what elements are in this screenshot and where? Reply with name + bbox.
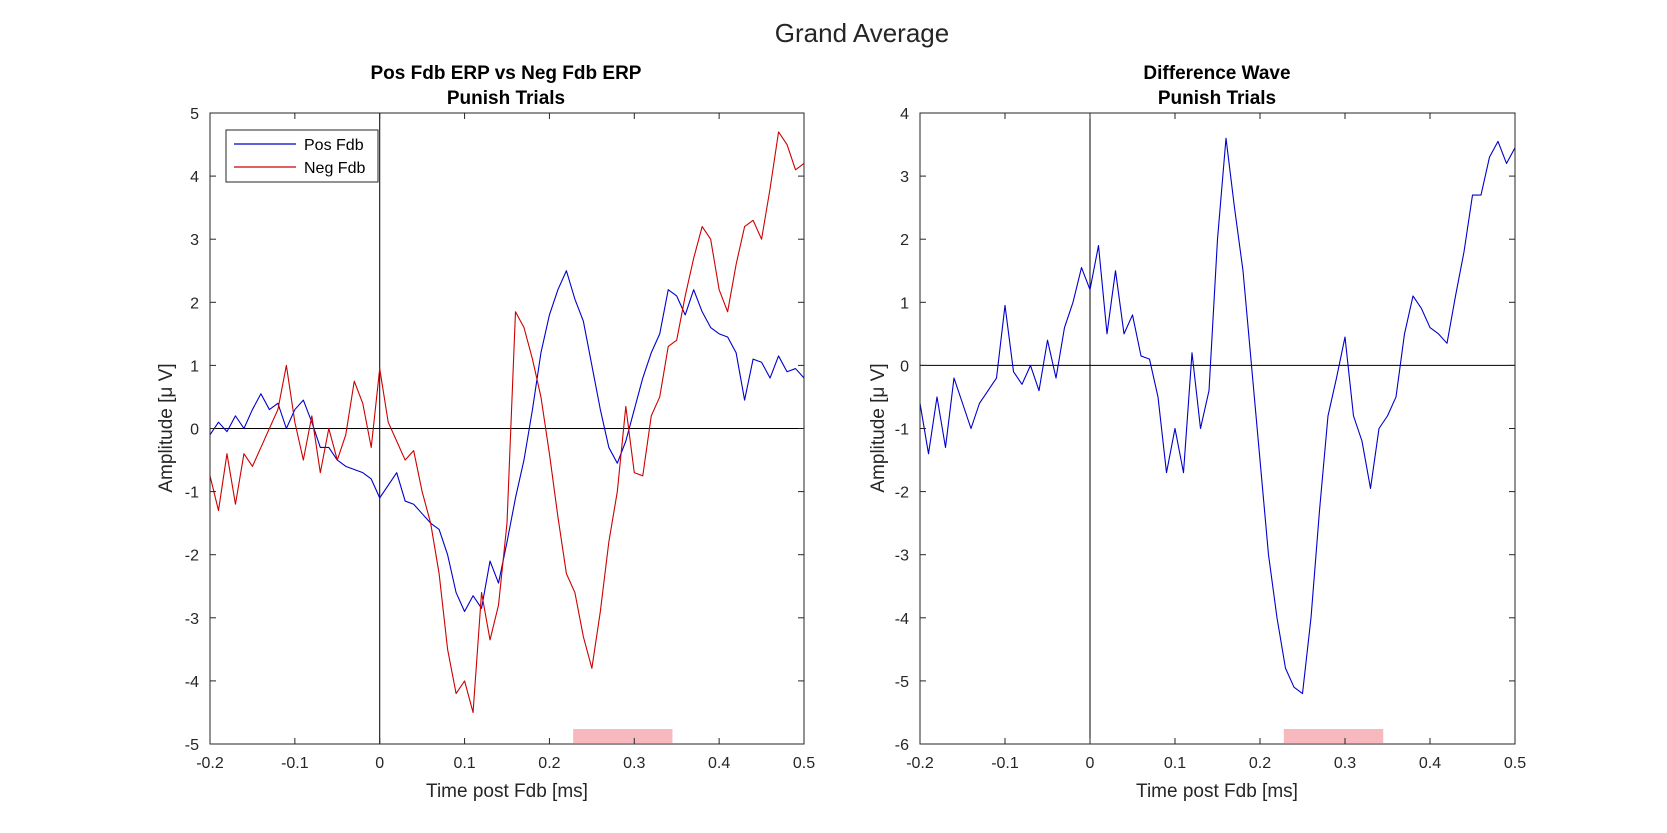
x-tick-label: -0.1 — [281, 755, 309, 772]
ticks: -0.2 -0.1 0 0.1 0.2 0.3 0.4 0.5 -6 -5 -4 -3 -2 -1 0 1 2 3… — [895, 106, 1526, 772]
y-tick-label: -5 — [185, 737, 199, 754]
x-tick-label: 0.3 — [1334, 755, 1356, 772]
y-tick-label: -4 — [185, 674, 199, 691]
y-tick-label: 2 — [900, 232, 909, 249]
x-tick-label: 0.1 — [1164, 755, 1186, 772]
legend-entry-neg-fdb: Neg Fdb — [304, 160, 365, 177]
y-tick-label: 4 — [900, 106, 909, 123]
y-tick-label: -1 — [895, 422, 909, 439]
axes-difference-wave: Difference Wave Punish Trials -0.2 -0.1 0 0… — [868, 63, 1526, 802]
x-tick-label: 0.3 — [623, 755, 645, 772]
x-tick-label: 0 — [1086, 755, 1095, 772]
axes-title: Pos Fdb ERP vs Neg Fdb ERP — [371, 63, 642, 84]
y-tick-label: 5 — [190, 106, 199, 123]
y-tick-label: 0 — [900, 358, 909, 375]
y-axis-label: Amplitude [μ V] — [868, 363, 889, 492]
y-tick-label: 2 — [190, 295, 199, 312]
legend-entry-pos-fdb: Pos Fdb — [304, 137, 364, 154]
y-tick-label: 0 — [190, 422, 199, 439]
x-tick-label: -0.1 — [991, 755, 1019, 772]
series-line-neg-fdb — [209, 131, 805, 713]
x-tick-label: 0.1 — [453, 755, 475, 772]
significance-window — [573, 729, 673, 743]
y-tick-label: 3 — [190, 232, 199, 249]
y-tick-label: 3 — [900, 169, 909, 186]
y-tick-label: -5 — [895, 674, 909, 691]
axes-subtitle: Punish Trials — [1158, 88, 1276, 109]
series-line-pos-fdb — [209, 270, 805, 613]
y-tick-label: -2 — [185, 548, 199, 565]
y-tick-label: 1 — [900, 295, 909, 312]
significance-window — [1283, 729, 1384, 743]
y-tick-label: -4 — [895, 611, 909, 628]
axes-subtitle: Punish Trials — [447, 88, 565, 109]
legend: Pos Fdb Neg Fdb — [225, 129, 379, 183]
y-tick-label: -6 — [895, 737, 909, 754]
y-tick-label: -3 — [185, 611, 199, 628]
figure-title: Grand Average — [775, 18, 949, 48]
x-tick-label: 0.5 — [793, 755, 815, 772]
legend-box — [225, 129, 379, 183]
y-tick-label: -1 — [185, 485, 199, 502]
y-tick-label: -2 — [895, 485, 909, 502]
y-tick-label: 4 — [190, 169, 199, 186]
x-tick-label: -0.2 — [906, 755, 934, 772]
y-axis-label: Amplitude [μ V] — [156, 363, 177, 492]
ticks: -0.2 -0.1 0 0.1 0.2 0.3 0.4 0.5 -5 -4 -3 -2 -1 0 1 2 3 4 5 — [185, 106, 815, 772]
x-tick-label: 0.4 — [1419, 755, 1441, 772]
x-tick-label: 0.2 — [1249, 755, 1271, 772]
x-tick-label: 0.4 — [708, 755, 730, 772]
axes-frame — [919, 112, 1516, 745]
axes-erp-comparison: Pos Fdb ERP vs Neg Fdb ERP Punish Trials… — [156, 63, 815, 802]
plot-area — [209, 113, 805, 744]
x-axis-label: Time post Fdb [ms] — [426, 781, 588, 802]
y-tick-label: -3 — [895, 548, 909, 565]
x-tick-label: 0 — [375, 755, 384, 772]
plot-area — [919, 113, 1516, 744]
x-axis-label: Time post Fdb [ms] — [1136, 781, 1298, 802]
x-tick-label: -0.2 — [196, 755, 224, 772]
x-tick-label: 0.5 — [1504, 755, 1526, 772]
y-tick-label: 1 — [190, 358, 199, 375]
axes-title: Difference Wave — [1143, 63, 1290, 84]
series-line-series-0 — [919, 137, 1516, 695]
x-tick-label: 0.2 — [538, 755, 560, 772]
